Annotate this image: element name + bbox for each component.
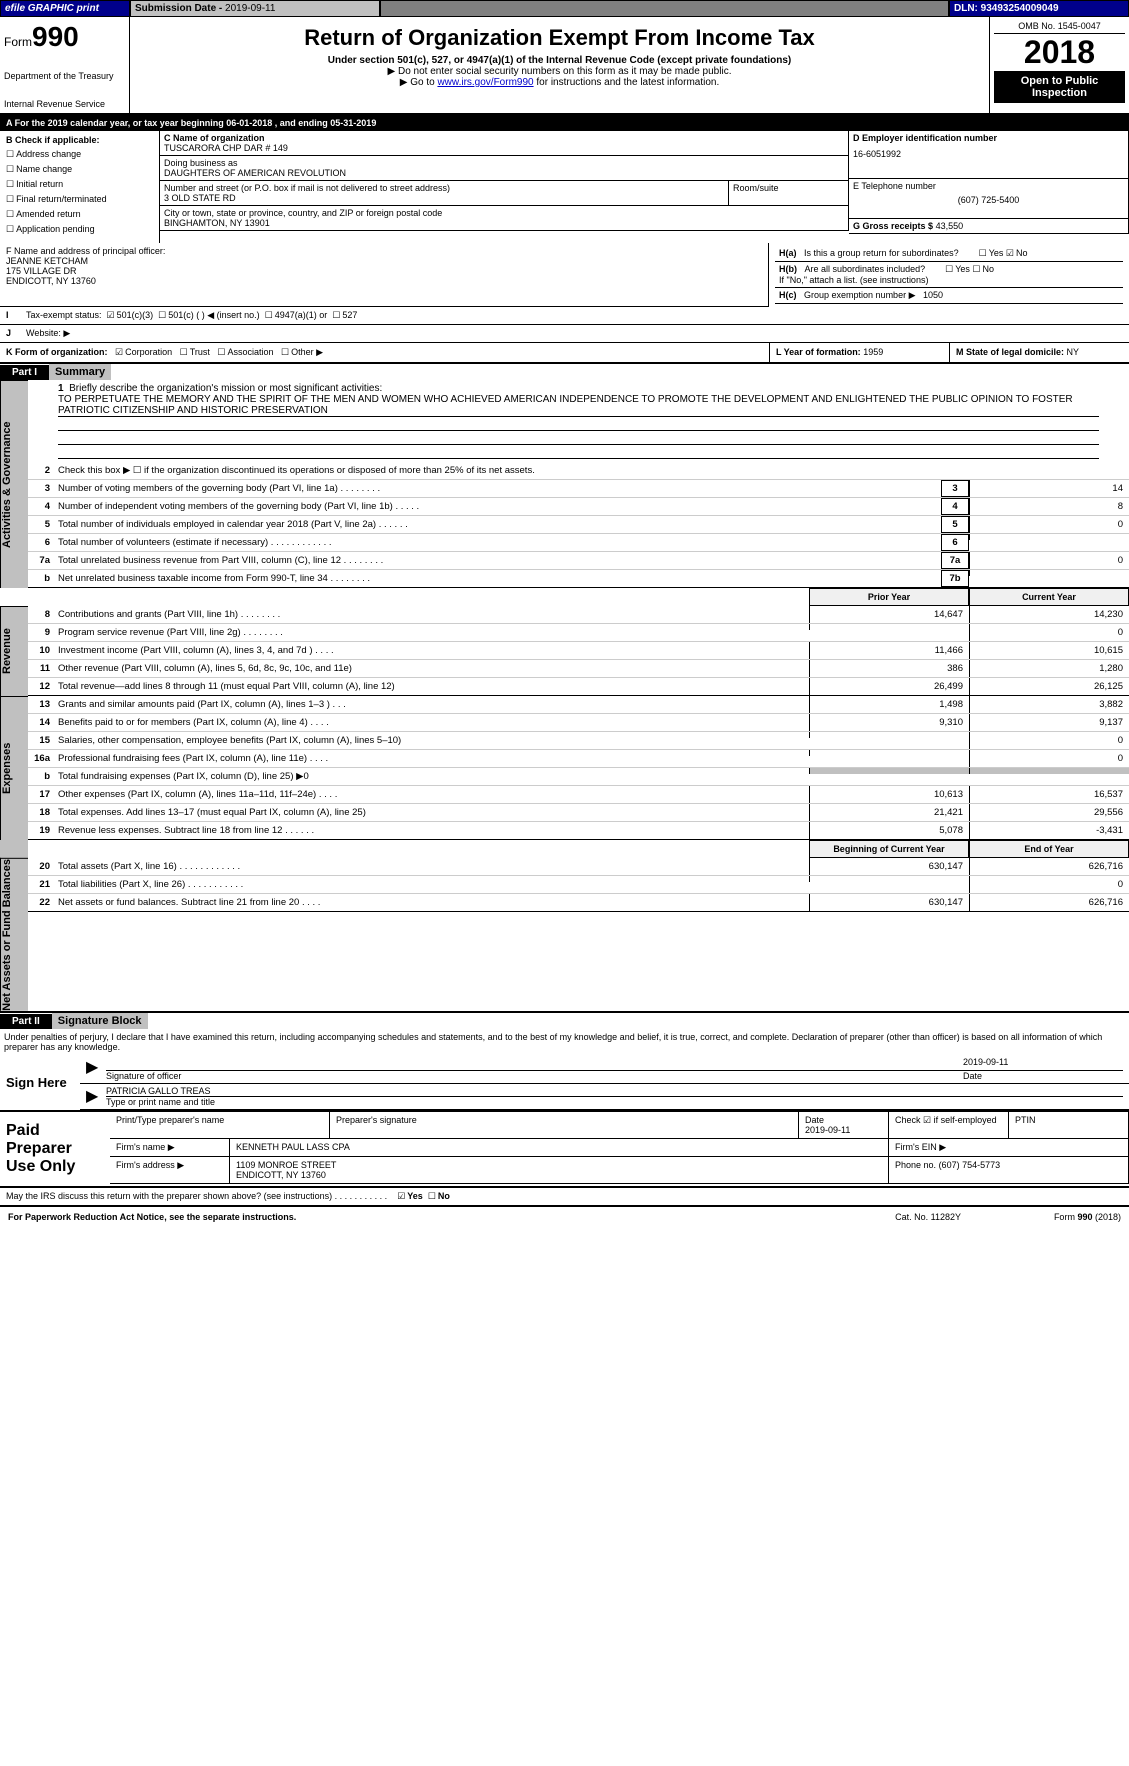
g-gross: G Gross receipts $ 43,550 — [849, 219, 1129, 234]
i-tax-exempt: Tax-exempt status: 501(c)(3) 501(c) ( ) … — [20, 307, 1129, 324]
officer-name: PATRICIA GALLO TREAS — [106, 1086, 1123, 1097]
c-street: 3 OLD STATE RD — [164, 193, 724, 203]
pp-name-lbl: Print/Type preparer's name — [110, 1112, 330, 1138]
firm-addr-lbl: Firm's address ▶ — [110, 1157, 230, 1183]
c-city: BINGHAMTON, NY 13901 — [164, 218, 844, 228]
sidebar-exp: Expenses — [0, 696, 28, 840]
open-public: Open to Public Inspection — [994, 71, 1125, 103]
form-note1: ▶ Do not enter social security numbers o… — [134, 66, 985, 77]
sidebar-rev: Revenue — [0, 606, 28, 696]
boy-hdr: Beginning of Current Year — [809, 840, 969, 858]
firm-phone: (607) 754-5773 — [939, 1160, 1001, 1170]
h-c: H(c) Group exemption number ▶ 1050 — [775, 288, 1123, 304]
tax-year: 2018 — [994, 34, 1125, 71]
sidebar-gov: Activities & Governance — [0, 380, 28, 588]
c-city-lbl: City or town, state or province, country… — [164, 208, 844, 218]
c-street-lbl: Number and street (or P.O. box if mail i… — [164, 183, 724, 193]
form-footer: Form 990 (2018) — [965, 1210, 1125, 1224]
c-dba: DAUGHTERS OF AMERICAN REVOLUTION — [164, 168, 844, 178]
c-name-lbl: C Name of organization — [164, 133, 844, 143]
cat-no: Cat. No. 11282Y — [891, 1210, 965, 1224]
form-header: Form990 Department of the Treasury Inter… — [0, 17, 1129, 115]
line-a: A For the 2019 calendar year, or tax yea… — [0, 115, 1129, 131]
dln: DLN: 93493254009049 — [949, 0, 1129, 17]
form-title: Return of Organization Exempt From Incom… — [134, 25, 985, 51]
d-lbl: D Employer identification number — [853, 133, 1124, 143]
b-amended[interactable]: Amended return — [6, 209, 153, 220]
form-note2: ▶ Go to www.irs.gov/Form990 for instruct… — [134, 77, 985, 88]
e-phone: (607) 725-5400 — [853, 191, 1124, 205]
pp-ptin: PTIN — [1009, 1112, 1129, 1138]
entity-block: B Check if applicable: Address change Na… — [0, 131, 1129, 243]
c-name: TUSCARORA CHP DAR # 149 — [164, 143, 844, 153]
f-addr1: 175 VILLAGE DR — [6, 266, 762, 276]
b-initial[interactable]: Initial return — [6, 179, 153, 190]
submission-date: Submission Date - 2019-09-11 — [130, 0, 380, 17]
firm-addr2: ENDICOTT, NY 13760 — [236, 1170, 326, 1180]
firm-name: KENNETH PAUL LASS CPA — [230, 1139, 889, 1156]
c-room-lbl: Room/suite — [729, 181, 849, 206]
sign-here: Sign Here — [0, 1055, 80, 1110]
f-lbl: F Name and address of principal officer: — [6, 246, 762, 256]
c-dba-lbl: Doing business as — [164, 158, 844, 168]
pra-notice: For Paperwork Reduction Act Notice, see … — [4, 1210, 891, 1224]
prior-year-hdr: Prior Year — [809, 588, 969, 606]
curr-year-hdr: Current Year — [969, 588, 1129, 606]
sig-date: 2019-09-11 — [963, 1057, 1123, 1071]
omb-number: OMB No. 1545-0047 — [994, 21, 1125, 34]
form-number: Form990 — [4, 21, 125, 53]
efile-label: efile GRAPHIC print — [0, 0, 130, 17]
e-lbl: E Telephone number — [853, 181, 1124, 191]
row-f-h: F Name and address of principal officer:… — [0, 243, 1129, 307]
eoy-hdr: End of Year — [969, 840, 1129, 858]
sidebar-net: Net Assets or Fund Balances — [0, 858, 28, 1011]
l-year: L Year of formation: 1959 — [769, 343, 949, 362]
part2-header: Part IISignature Block — [0, 1013, 1129, 1029]
pp-sig-lbl: Preparer's signature — [330, 1112, 799, 1138]
topbar: efile GRAPHIC print Submission Date - 20… — [0, 0, 1129, 17]
paid-preparer: Paid Preparer Use Only — [0, 1112, 110, 1186]
dept-treasury: Department of the Treasury — [4, 71, 125, 81]
irs-label: Internal Revenue Service — [4, 99, 125, 109]
k-form-org: K Form of organization: Corporation Trus… — [0, 343, 769, 362]
pp-check: Check ☑ if self-employed — [889, 1112, 1009, 1138]
m-state: M State of legal domicile: NY — [949, 343, 1129, 362]
part1-header: Part ISummary — [0, 364, 1129, 380]
f-name: JEANNE KETCHAM — [6, 256, 762, 266]
may-discuss: May the IRS discuss this return with the… — [0, 1188, 1129, 1207]
b-addr-change[interactable]: Address change — [6, 149, 153, 160]
h-a: H(a) Is this a group return for subordin… — [775, 246, 1123, 262]
f-addr2: ENDICOTT, NY 13760 — [6, 276, 762, 286]
form-subtitle: Under section 501(c), 527, or 4947(a)(1)… — [134, 55, 985, 66]
b-label: B Check if applicable: — [6, 135, 153, 145]
b-name-change[interactable]: Name change — [6, 164, 153, 175]
topbar-spacer — [380, 0, 949, 17]
pp-date: 2019-09-11 — [805, 1125, 850, 1135]
b-final[interactable]: Final return/terminated — [6, 194, 153, 205]
sig-officer-lbl: Signature of officer — [106, 1071, 963, 1081]
firm-addr1: 1109 MONROE STREET — [236, 1160, 336, 1170]
b-pending[interactable]: Application pending — [6, 224, 153, 235]
firm-name-lbl: Firm's name ▶ — [110, 1139, 230, 1156]
j-website: Website: ▶ — [20, 325, 1129, 342]
irs-link[interactable]: www.irs.gov/Form990 — [437, 77, 533, 88]
h-b: H(b) Are all subordinates included? Yes … — [775, 262, 1123, 288]
d-ein: 16-6051992 — [853, 143, 1124, 159]
firm-ein-lbl: Firm's EIN ▶ — [889, 1139, 1129, 1156]
mission-text: TO PERPETUATE THE MEMORY AND THE SPIRIT … — [58, 394, 1099, 417]
l1-text: Briefly describe the organization's miss… — [69, 383, 382, 394]
penalty-text: Under penalties of perjury, I declare th… — [0, 1029, 1129, 1055]
